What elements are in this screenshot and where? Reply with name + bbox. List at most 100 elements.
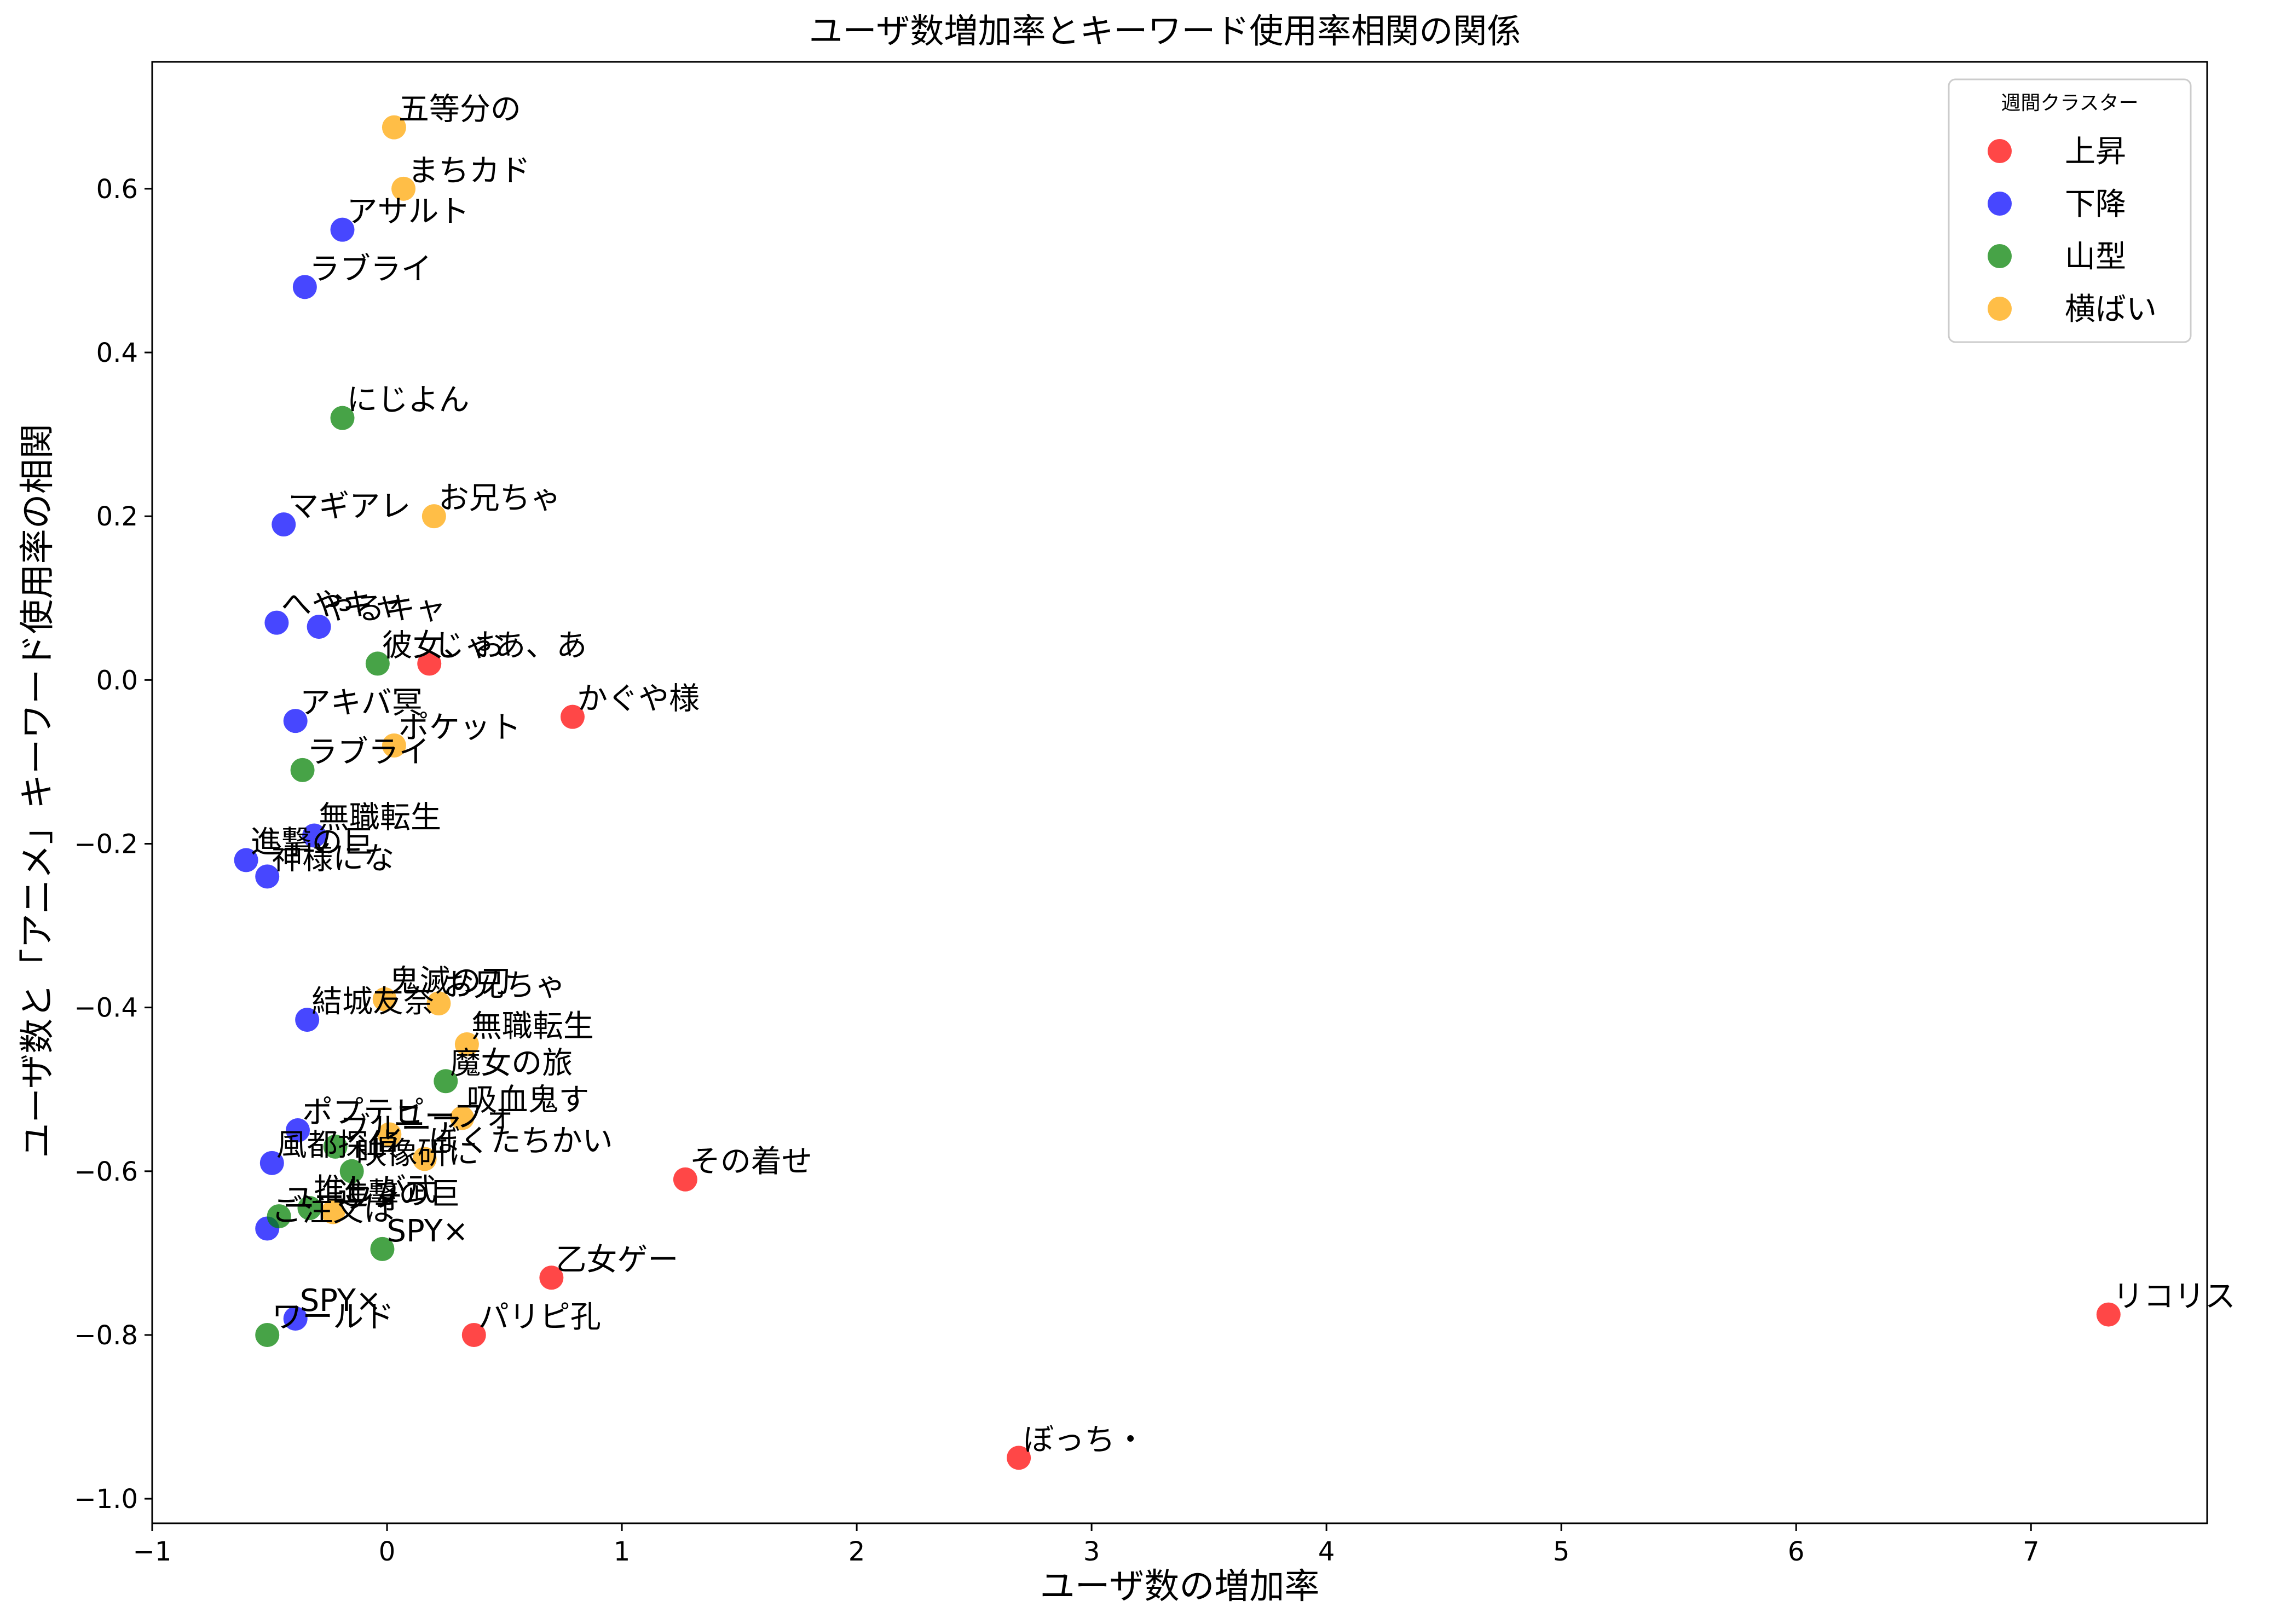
data-point-label: ユーフォ xyxy=(284,1181,405,1216)
data-point-label: 進撃の巨 xyxy=(337,1177,460,1212)
data-point-label: にじよん xyxy=(347,383,470,418)
y-tick-label: −0.8 xyxy=(74,1320,138,1351)
y-axis: −1.0 −0.8 −0.6 −0.4 −0.2 0.0 0.2 0.4 0.6 xyxy=(74,174,152,1515)
legend-marker xyxy=(1988,139,2012,163)
chart-title: ユーザ数増加率とキーワード使用率相関の関係 xyxy=(809,11,1521,51)
data-point xyxy=(272,512,296,537)
x-tick-label: −1 xyxy=(133,1536,172,1567)
data-point xyxy=(330,406,355,430)
data-point xyxy=(264,610,289,635)
data-point-label: じゃあ、あ xyxy=(434,628,587,663)
x-tick-label: 5 xyxy=(1553,1536,1570,1567)
data-point xyxy=(295,1008,320,1032)
data-points xyxy=(234,115,2121,1470)
data-point-label: リコリス xyxy=(2113,1279,2236,1315)
data-point-label: SPY× xyxy=(386,1213,468,1249)
data-point-label: ラブライ xyxy=(309,251,432,287)
data-point-label: ワールド xyxy=(272,1299,394,1335)
legend-marker xyxy=(1988,192,2012,216)
data-point-label: マギアレ xyxy=(288,489,411,524)
data-point-label: 無職転生 xyxy=(319,800,441,836)
x-tick-label: 7 xyxy=(2023,1536,2040,1567)
data-point-label: ぼっち・ xyxy=(1023,1422,1146,1458)
data-point-label: ぼくたちかい xyxy=(429,1123,613,1159)
data-point-label: やるキャ xyxy=(324,591,446,627)
plot-area xyxy=(151,61,2208,1524)
data-point-label: 風都探偵 xyxy=(276,1128,399,1163)
legend-label: 横ばい xyxy=(2065,292,2157,327)
data-point-label: アキバ冥 xyxy=(300,685,423,721)
data-point xyxy=(290,758,315,782)
data-point xyxy=(426,991,451,1016)
data-point-label: 五等分の xyxy=(399,92,521,128)
data-point xyxy=(323,1134,348,1159)
data-point xyxy=(2096,1302,2121,1327)
data-point-label: まちカド xyxy=(408,153,530,189)
x-tick-label: 4 xyxy=(1318,1536,1335,1567)
data-point xyxy=(234,848,258,872)
data-point-label: アサルト xyxy=(347,194,470,230)
data-point xyxy=(412,1147,437,1171)
data-point-label: 神様にな xyxy=(272,841,394,876)
data-point xyxy=(382,115,406,140)
data-point xyxy=(307,615,331,639)
data-point-label: その着せ xyxy=(690,1144,812,1180)
data-point xyxy=(372,987,397,1012)
data-point-label: 推しが武 xyxy=(314,1172,436,1208)
legend-label: 下降 xyxy=(2065,187,2126,222)
data-point xyxy=(283,1307,308,1331)
data-point-label: ラブライ xyxy=(307,735,430,770)
data-point-label: 結城友奈 xyxy=(311,984,434,1020)
x-tick-label: 0 xyxy=(379,1536,396,1567)
data-point xyxy=(297,1196,322,1221)
data-point-label: ポプテピ xyxy=(302,1095,425,1130)
data-point-label: 乙女ゲー xyxy=(556,1242,678,1278)
data-point-label: SPY× xyxy=(300,1283,382,1319)
y-axis-label: ユーザ数と「アニメ」キーワード使用率の相関 xyxy=(18,424,58,1158)
data-point xyxy=(339,1159,364,1183)
data-point-label: ユーフォ xyxy=(394,1099,515,1134)
data-point xyxy=(255,1322,280,1347)
data-point-labels: じゃあ、あかぐや様その着せ乙女ゲーパリピ孔ぼっち・リコリスアサルトラブライマギア… xyxy=(251,92,2236,1458)
x-axis: −1 0 1 2 3 4 5 6 7 xyxy=(133,1523,2040,1567)
data-point xyxy=(450,1106,475,1130)
data-point-label: 進撃の巨 xyxy=(251,824,373,860)
legend-marker xyxy=(1988,244,2012,268)
data-point xyxy=(382,733,406,758)
data-point xyxy=(377,1122,402,1147)
x-tick-label: 1 xyxy=(614,1536,631,1567)
x-tick-label: 6 xyxy=(1788,1536,1805,1567)
data-point-label: ポケット xyxy=(399,710,521,745)
legend-label: 上昇 xyxy=(2065,134,2126,170)
data-point xyxy=(454,1032,479,1056)
data-point xyxy=(422,504,446,529)
data-point-label: かぐや様 xyxy=(577,681,700,717)
y-tick-label: −0.4 xyxy=(74,993,138,1024)
y-tick-label: −0.2 xyxy=(74,829,138,859)
data-point-label: お兄ちゃ xyxy=(438,481,561,516)
y-tick-label: −1.0 xyxy=(74,1484,138,1515)
y-tick-label: 0.2 xyxy=(96,501,138,532)
x-axis-label: ユーザ数の増加率 xyxy=(1040,1567,1320,1607)
y-tick-label: 0.6 xyxy=(96,174,138,205)
data-point xyxy=(434,1069,458,1094)
x-tick-label: 2 xyxy=(848,1536,865,1567)
data-point xyxy=(267,1204,291,1229)
y-tick-label: 0.4 xyxy=(96,338,138,368)
data-point xyxy=(285,1118,310,1143)
data-point xyxy=(292,275,317,299)
data-point-label: 魔女の旅 xyxy=(450,1045,573,1081)
data-point-label: 無職転生 xyxy=(471,1009,594,1044)
data-point-label: 映像研に xyxy=(356,1136,479,1171)
data-point xyxy=(302,823,327,848)
data-point xyxy=(259,1151,284,1175)
data-point xyxy=(539,1265,564,1290)
data-point xyxy=(560,704,585,729)
data-point-label: へやキャ xyxy=(281,587,403,623)
data-point xyxy=(417,651,442,676)
data-point xyxy=(255,864,280,889)
data-point xyxy=(461,1322,486,1347)
data-point xyxy=(330,217,355,242)
data-point-label: パリピ孔 xyxy=(478,1299,601,1335)
